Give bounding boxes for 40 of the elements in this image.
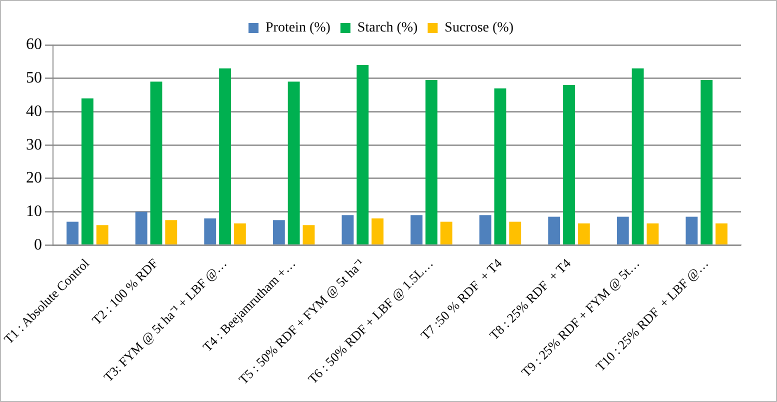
- bar: [288, 82, 300, 244]
- bar: [632, 68, 644, 244]
- bar: [81, 98, 94, 244]
- bar: [548, 216, 560, 244]
- bar: [372, 218, 384, 244]
- legend-label: Sucrose (%): [444, 20, 514, 36]
- bar: [66, 222, 78, 244]
- y-tick-label: 0: [34, 236, 42, 254]
- bar: [440, 222, 452, 244]
- bar: [509, 222, 522, 244]
- y-tick-label: 40: [26, 102, 42, 120]
- y-tick-label: 50: [26, 70, 42, 87]
- bar: [716, 223, 728, 244]
- bar: [686, 216, 698, 244]
- y-tick-label: 10: [26, 202, 42, 220]
- bar: [479, 215, 492, 244]
- bar: [150, 82, 162, 244]
- bar: [219, 68, 231, 244]
- bar: [342, 215, 354, 244]
- bar: [96, 225, 108, 244]
- y-tick-label: 30: [26, 136, 42, 154]
- bar: [356, 65, 369, 244]
- y-tick-label: 60: [26, 36, 42, 54]
- bar: [165, 220, 178, 244]
- bar: [700, 80, 713, 244]
- y-tick-label: 20: [26, 170, 42, 187]
- bar: [410, 215, 422, 244]
- legend-label: Starch (%): [357, 20, 418, 36]
- bar: [563, 85, 575, 244]
- bar: [494, 88, 506, 244]
- legend-label: Protein (%): [266, 20, 331, 36]
- bar: [425, 80, 438, 244]
- bar: [646, 223, 659, 244]
- bar: [204, 218, 216, 244]
- bar: [272, 220, 285, 244]
- bar: [135, 212, 148, 244]
- bar: [578, 223, 590, 244]
- bar: [302, 225, 315, 244]
- bar: [616, 216, 629, 244]
- bar: [234, 223, 246, 244]
